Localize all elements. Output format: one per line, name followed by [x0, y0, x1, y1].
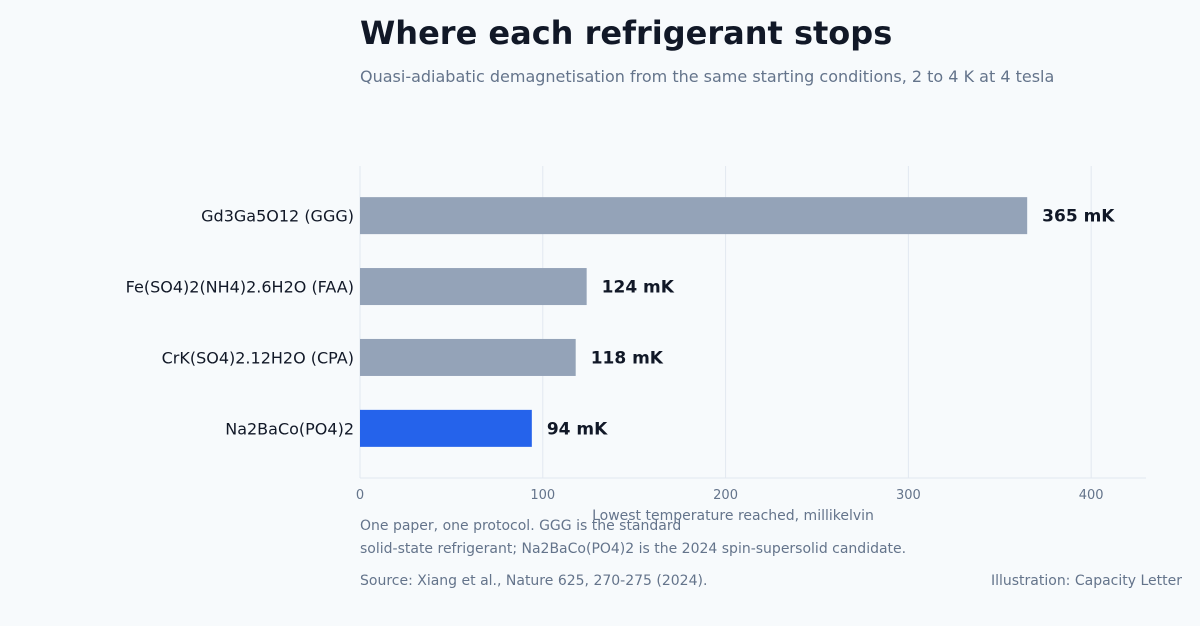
- bar-value-label: 365 mK: [1042, 207, 1115, 227]
- category-label: Fe(SO4)2(NH4)2.6H2O (FAA): [126, 278, 354, 297]
- footnote-line-1: One paper, one protocol. GGG is the stan…: [360, 518, 682, 534]
- chart-title: Where each refrigerant stops: [360, 14, 893, 52]
- bar: [360, 338, 576, 376]
- x-tick-label: 400: [1079, 488, 1104, 503]
- category-label: Na2BaCo(PO4)2: [225, 419, 354, 438]
- category-label: CrK(SO4)2.12H2O (CPA): [162, 348, 354, 367]
- bar-value-label: 118 mK: [591, 348, 664, 368]
- x-tick-label: 300: [896, 488, 921, 503]
- x-tick-label: 100: [530, 488, 555, 503]
- x-axis-title: Lowest temperature reached, millikelvin: [592, 508, 874, 524]
- source-note: Source: Xiang et al., Nature 625, 270-27…: [360, 573, 708, 589]
- category-label: Gd3Ga5O12 (GGG): [201, 207, 354, 226]
- bar: [360, 409, 532, 447]
- chart-subtitle: Quasi-adiabatic demagnetisation from the…: [360, 67, 1055, 86]
- bar: [360, 268, 587, 306]
- footnote-line-2: solid-state refrigerant; Na2BaCo(PO4)2 i…: [360, 541, 907, 557]
- x-tick-label: 200: [713, 488, 738, 503]
- bar-value-label: 124 mK: [602, 278, 675, 298]
- credit-note: Illustration: Capacity Letter: [990, 573, 1182, 589]
- bar: [360, 197, 1028, 235]
- x-tick-label: 0: [356, 488, 364, 503]
- bar-value-label: 94 mK: [547, 419, 608, 439]
